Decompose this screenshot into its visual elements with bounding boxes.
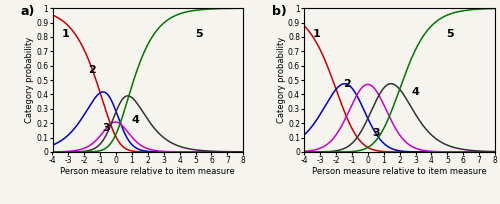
X-axis label: Person measure relative to item measure: Person measure relative to item measure	[60, 167, 235, 176]
Text: 4: 4	[412, 86, 420, 96]
Text: 5: 5	[446, 29, 454, 39]
Text: 5: 5	[195, 29, 202, 39]
Text: 2: 2	[88, 65, 96, 75]
Text: b): b)	[272, 5, 286, 18]
Text: 2: 2	[344, 79, 351, 89]
Text: 3: 3	[102, 123, 110, 133]
Text: 4: 4	[131, 115, 139, 125]
Text: 3: 3	[372, 128, 380, 138]
Text: 1: 1	[313, 29, 321, 39]
Y-axis label: Category probability: Category probability	[277, 37, 286, 123]
Text: a): a)	[20, 5, 34, 18]
Text: 1: 1	[62, 29, 69, 39]
Y-axis label: Category probability: Category probability	[25, 37, 34, 123]
X-axis label: Person measure relative to item measure: Person measure relative to item measure	[312, 167, 487, 176]
